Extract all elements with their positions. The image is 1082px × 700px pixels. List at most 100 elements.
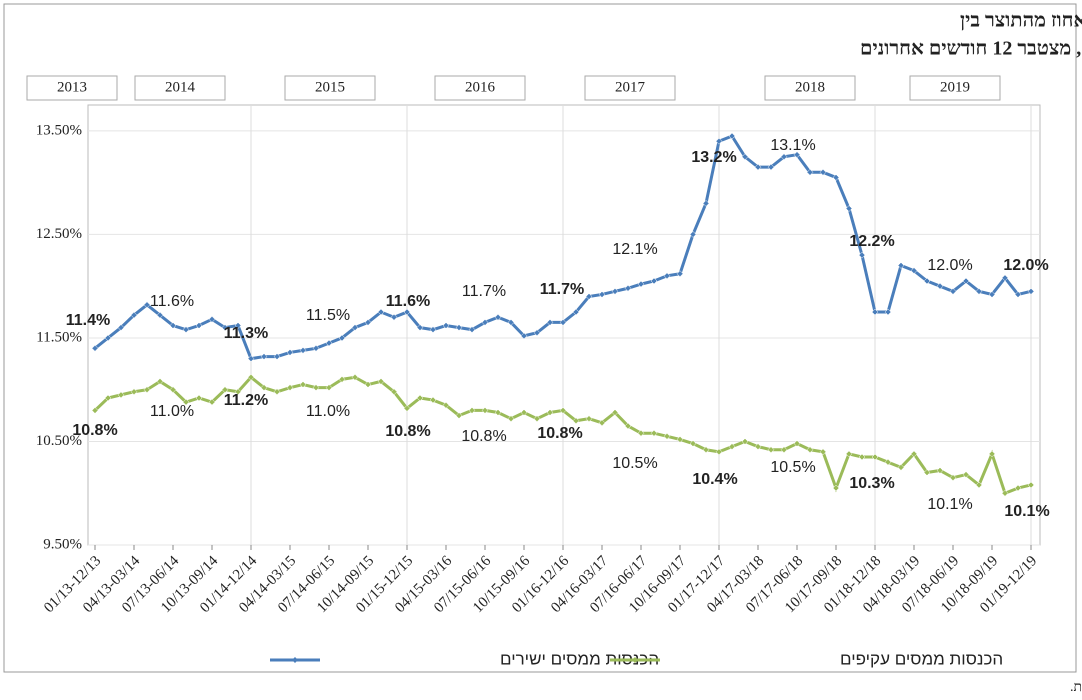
series-marker xyxy=(884,458,892,466)
series-marker xyxy=(754,443,762,451)
series-marker xyxy=(611,409,619,416)
series-marker xyxy=(923,469,931,476)
series-marker xyxy=(1001,274,1009,282)
series-marker xyxy=(611,287,619,295)
series-marker xyxy=(455,412,463,419)
year-box xyxy=(134,75,226,101)
series-marker xyxy=(416,324,424,331)
series-marker xyxy=(182,326,190,334)
series-marker xyxy=(195,322,203,329)
series-marker xyxy=(767,446,775,454)
series-marker xyxy=(806,446,814,454)
series-marker xyxy=(364,319,372,326)
footnote: * הכנסות המדינה ממסים כוללות בנוסף אגרות… xyxy=(1070,679,1082,695)
series-marker xyxy=(130,311,138,319)
data-label: 10.8% xyxy=(461,428,506,445)
series-marker xyxy=(559,319,567,326)
series-marker xyxy=(351,373,359,381)
series-marker xyxy=(780,446,788,454)
series-marker xyxy=(650,429,658,437)
series-marker xyxy=(858,453,866,461)
series-marker xyxy=(416,394,424,402)
year-box xyxy=(284,75,376,101)
series-marker xyxy=(494,313,502,321)
series-marker xyxy=(988,450,996,458)
series-marker xyxy=(650,277,658,285)
series-marker xyxy=(117,324,125,331)
data-label: 12.0% xyxy=(927,257,972,274)
series-marker xyxy=(936,282,944,290)
series-marker xyxy=(468,407,476,414)
series-marker xyxy=(338,334,346,342)
series-marker xyxy=(910,450,918,458)
data-label: 11.7% xyxy=(540,281,584,298)
series-marker xyxy=(260,384,268,391)
legend-marker xyxy=(292,657,298,663)
series-marker xyxy=(806,168,814,176)
series-marker xyxy=(585,415,593,423)
series-marker xyxy=(312,344,320,352)
year-label: 2016 xyxy=(465,79,496,95)
year-label: 2013 xyxy=(57,79,87,95)
series-marker xyxy=(247,373,255,381)
series-marker xyxy=(572,308,580,316)
series-marker xyxy=(715,137,723,145)
series-marker xyxy=(663,272,671,280)
series-marker xyxy=(871,453,879,461)
series-marker xyxy=(1001,489,1009,497)
data-label: 11.3% xyxy=(224,325,268,342)
data-label: 10.3% xyxy=(849,475,894,492)
y-tick-label: 13.50% xyxy=(36,122,82,138)
series-marker xyxy=(104,394,112,402)
series-marker xyxy=(299,381,307,388)
series-marker xyxy=(962,277,970,285)
data-label: 10.8% xyxy=(385,423,430,440)
year-label: 2017 xyxy=(615,79,646,95)
year-label: 2015 xyxy=(315,79,345,95)
series-marker xyxy=(676,270,684,278)
series-marker xyxy=(546,409,554,416)
series-marker xyxy=(702,446,710,454)
series-marker xyxy=(195,394,203,402)
series-marker xyxy=(988,291,996,298)
series-marker xyxy=(897,463,905,471)
series-marker xyxy=(520,409,528,416)
series-marker xyxy=(143,301,151,309)
series-marker xyxy=(143,386,151,394)
year-label: 2014 xyxy=(165,79,196,95)
series-marker xyxy=(377,308,385,316)
series-marker xyxy=(832,484,840,492)
series-marker xyxy=(156,378,164,385)
series-marker xyxy=(286,384,294,391)
year-label: 2019 xyxy=(940,79,970,95)
data-label: 10.5% xyxy=(770,459,815,476)
series-marker xyxy=(871,308,879,316)
series-marker xyxy=(377,378,385,385)
series-marker xyxy=(715,448,723,456)
series-marker xyxy=(741,153,749,161)
data-label: 12.2% xyxy=(849,233,894,250)
series-marker xyxy=(845,205,853,212)
series-marker xyxy=(468,326,476,334)
series-marker xyxy=(728,132,736,140)
series-marker xyxy=(1027,481,1035,489)
series-marker xyxy=(338,375,346,383)
series-marker xyxy=(923,277,931,285)
series-marker xyxy=(728,443,736,451)
series-marker xyxy=(260,353,268,360)
data-label: 11.0% xyxy=(306,403,350,420)
series-marker xyxy=(442,401,450,409)
data-label: 10.1% xyxy=(1004,503,1049,520)
series-marker xyxy=(130,388,138,396)
series-marker xyxy=(689,231,697,238)
series-marker xyxy=(702,199,710,207)
data-label: 11.0% xyxy=(150,403,194,420)
data-label: 11.7% xyxy=(462,283,506,300)
series-marker xyxy=(1027,287,1035,295)
data-label: 10.8% xyxy=(72,422,117,439)
series-marker xyxy=(403,404,411,412)
series-marker xyxy=(299,347,307,354)
legend-marker xyxy=(632,657,638,663)
series-marker xyxy=(637,429,645,437)
